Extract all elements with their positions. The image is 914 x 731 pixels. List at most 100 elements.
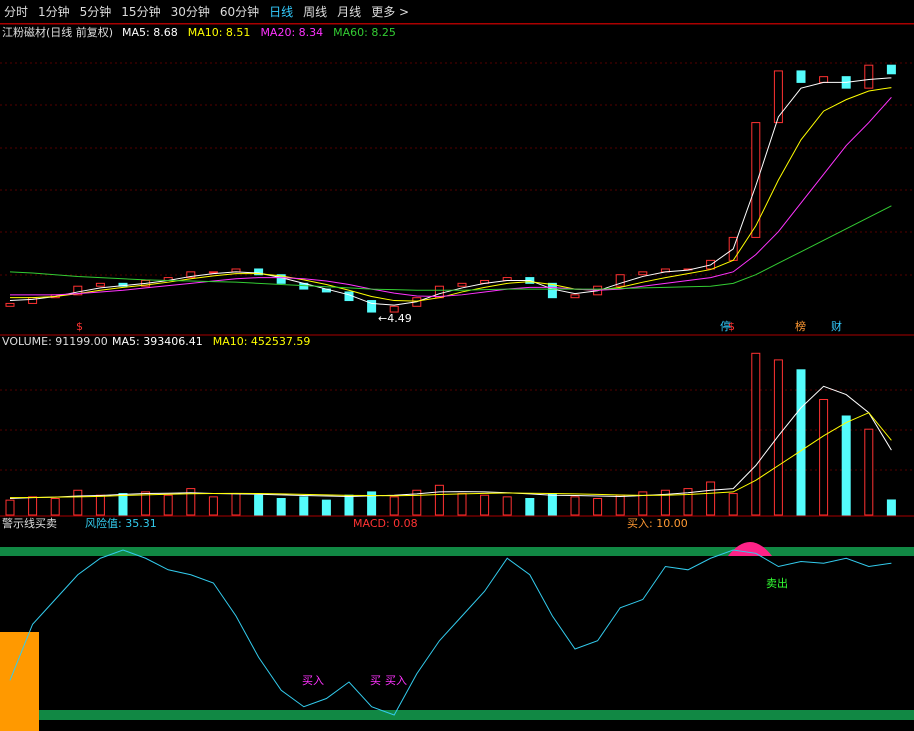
volume-bar bbox=[502, 496, 512, 516]
series-line bbox=[9, 385, 892, 499]
buy-label: 买入: 10.00 bbox=[627, 517, 688, 530]
volume-bar bbox=[367, 491, 377, 516]
candle bbox=[819, 76, 829, 83]
volume-bar bbox=[706, 481, 716, 516]
orange-block bbox=[0, 632, 39, 731]
volume-bar bbox=[683, 488, 693, 516]
volume-bar bbox=[5, 499, 15, 516]
volume-bar bbox=[638, 491, 648, 516]
volume-bar bbox=[389, 496, 399, 516]
toolbar-item[interactable]: 周线 bbox=[303, 5, 328, 19]
volume-bar bbox=[118, 493, 128, 516]
sell-zone bbox=[728, 542, 772, 556]
grid bbox=[0, 62, 914, 471]
candle bbox=[73, 285, 83, 296]
candle bbox=[751, 122, 761, 238]
volume-bar bbox=[208, 496, 218, 516]
volume-bar bbox=[864, 428, 874, 516]
volume-bar bbox=[728, 493, 738, 516]
annotation: $ bbox=[728, 320, 735, 333]
legend-entry: MA20: 8.34 bbox=[260, 26, 323, 39]
annotation: ←4.49 bbox=[378, 312, 412, 325]
annotation: 买 bbox=[370, 674, 381, 687]
volume-bar bbox=[886, 499, 896, 516]
volume-bar bbox=[141, 491, 151, 516]
volume-bar bbox=[95, 494, 105, 516]
annotation: 停 bbox=[720, 319, 731, 333]
toolbar-item[interactable]: 15分钟 bbox=[121, 5, 161, 19]
volume-bar bbox=[231, 493, 241, 516]
volume-bar bbox=[434, 484, 444, 516]
legend-entry: MA10: 452537.59 bbox=[213, 335, 311, 348]
volume-bar bbox=[163, 494, 173, 516]
volume-bar bbox=[321, 499, 331, 516]
bottom-band bbox=[0, 710, 914, 720]
macd-label: MACD: 0.08 bbox=[353, 517, 418, 530]
series-line bbox=[9, 412, 892, 499]
volume-bar bbox=[819, 399, 829, 516]
volume-bar bbox=[841, 415, 851, 516]
toolbar-item[interactable]: 30分钟 bbox=[170, 5, 210, 19]
candle bbox=[796, 70, 806, 83]
volume-bar bbox=[254, 494, 264, 516]
legend-entry: MA5: 8.68 bbox=[122, 26, 178, 39]
annotation: 买入 bbox=[302, 674, 324, 687]
volume-bar bbox=[50, 498, 60, 516]
candle bbox=[547, 282, 557, 299]
volume-bar bbox=[28, 496, 38, 516]
volume-bar bbox=[615, 494, 625, 516]
candle bbox=[457, 282, 467, 287]
volume-bar bbox=[276, 498, 286, 516]
candle bbox=[773, 70, 783, 124]
candle bbox=[864, 64, 874, 89]
toolbar-item[interactable]: 5分钟 bbox=[79, 5, 112, 19]
candle bbox=[389, 305, 399, 313]
series-line bbox=[10, 96, 892, 298]
toolbar-item[interactable]: 日线 bbox=[269, 5, 294, 19]
volume-bar bbox=[773, 359, 783, 516]
series-line bbox=[9, 77, 892, 306]
annotation: 榜 bbox=[795, 319, 806, 333]
annotation: 财 bbox=[831, 319, 842, 333]
candle bbox=[186, 271, 196, 279]
candle bbox=[28, 297, 38, 304]
volume-bar bbox=[73, 489, 83, 516]
legend-entry: MA5: 393406.41 bbox=[112, 335, 203, 348]
annotation: 卖出 bbox=[766, 576, 788, 590]
candle bbox=[638, 271, 648, 276]
candle bbox=[886, 64, 896, 75]
volume-bar bbox=[570, 496, 580, 516]
volume-bar bbox=[525, 498, 535, 516]
toolbar-item[interactable]: 60分钟 bbox=[219, 5, 260, 19]
candle bbox=[95, 282, 105, 287]
candle bbox=[367, 300, 377, 313]
candle bbox=[615, 274, 625, 287]
toolbar-item[interactable]: 分时 bbox=[4, 5, 29, 19]
volume-bar bbox=[344, 494, 354, 516]
series-line bbox=[9, 549, 892, 716]
annotation: 买入 bbox=[385, 674, 407, 687]
toolbar-item[interactable]: 1分钟 bbox=[38, 5, 70, 19]
legend-entry: MA60: 8.25 bbox=[333, 26, 396, 39]
volume-bar bbox=[480, 494, 490, 516]
volume-bar bbox=[751, 352, 761, 516]
volume-bar bbox=[796, 369, 806, 516]
legend-entry: 风险值: 35.31 bbox=[85, 516, 157, 530]
candle bbox=[208, 271, 218, 274]
chart-title: VOLUME: 91199.00 bbox=[2, 335, 108, 348]
volume-bar bbox=[457, 493, 467, 516]
volume-bar bbox=[412, 489, 422, 516]
candle bbox=[5, 302, 15, 307]
volume-bar bbox=[593, 498, 603, 516]
toolbar-item[interactable]: 更多 > bbox=[371, 5, 410, 19]
annotation: $ bbox=[76, 320, 83, 333]
series-line bbox=[10, 87, 892, 302]
volume-bar bbox=[660, 489, 670, 516]
candle bbox=[254, 268, 264, 276]
toolbar-item[interactable]: 月线 bbox=[337, 5, 362, 19]
volume-bar bbox=[299, 496, 309, 516]
volume-bar bbox=[186, 488, 196, 516]
chart-title: 警示线买卖 bbox=[2, 516, 57, 530]
